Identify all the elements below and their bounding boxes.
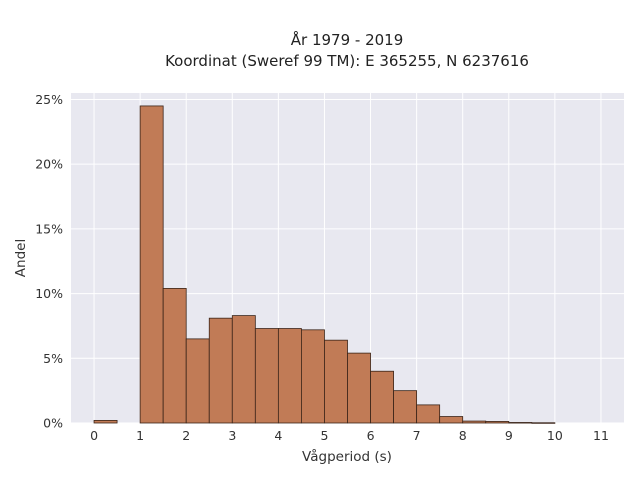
histogram-bar-10 (324, 339, 348, 424)
histogram-bar-11 (347, 352, 371, 424)
chart-title-line-2: Koordinat (Sweref 99 TM): E 365255, N 62… (165, 52, 529, 70)
histogram-bar-19 (531, 422, 556, 424)
x-tick-label-8: 8 (459, 428, 467, 443)
x-tick-label-0: 0 (90, 428, 98, 443)
histogram-bar-17 (485, 421, 510, 424)
histogram-bar-9 (301, 329, 325, 424)
x-tick-label-5: 5 (320, 428, 328, 443)
x-tick-label-9: 9 (505, 428, 513, 443)
histogram-bar-13 (393, 390, 418, 424)
histogram-bar-14 (416, 404, 441, 424)
y-tick-label-1: 5% (43, 351, 63, 366)
histogram-bar-15 (439, 416, 464, 424)
histogram-bar-18 (508, 422, 533, 424)
histogram-bar-12 (370, 370, 394, 424)
y-tick-label-2: 10% (35, 286, 63, 301)
x-tick-label-4: 4 (274, 428, 282, 443)
histogram-bar-16 (462, 420, 487, 424)
x-tick-label-10: 10 (547, 428, 563, 443)
chart-title-line-1: År 1979 - 2019 (291, 30, 404, 49)
x-tick-label-7: 7 (413, 428, 421, 443)
histogram-bar-4 (185, 338, 210, 424)
y-tick-label-4: 20% (35, 157, 63, 172)
y-tick-label-5: 25% (35, 92, 63, 107)
y-tick-label-3: 15% (35, 221, 63, 236)
x-tick-label-6: 6 (367, 428, 375, 443)
x-tick-label-3: 3 (228, 428, 236, 443)
y-tick-labels: 0% 5% 10% 15% 20% 25% (35, 92, 63, 431)
histogram-bar-7 (254, 328, 279, 424)
histogram-bar-5 (208, 317, 233, 424)
histogram-bar-0 (93, 420, 118, 424)
histogram-bar-3 (162, 288, 187, 424)
y-tick-label-0: 0% (43, 416, 63, 431)
x-tick-label-2: 2 (182, 428, 190, 443)
x-tick-label-11: 11 (593, 428, 609, 443)
x-tick-labels: 0 1 2 3 4 5 6 7 8 9 10 11 (90, 428, 609, 443)
x-axis-label: Vågperiod (s) (302, 448, 392, 465)
histogram-bars (93, 105, 556, 424)
histogram-bar-2 (139, 105, 164, 424)
x-tick-label-1: 1 (136, 428, 144, 443)
histogram-bar-6 (231, 315, 256, 424)
histogram-bar-8 (277, 328, 302, 424)
y-axis-label: Andel (13, 239, 29, 277)
